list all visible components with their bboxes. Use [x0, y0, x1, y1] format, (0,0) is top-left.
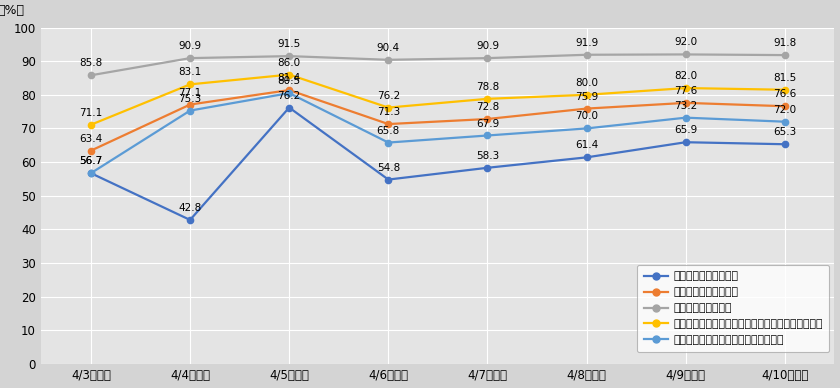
Text: 65.8: 65.8 — [376, 126, 400, 136]
Text: 76.6: 76.6 — [774, 89, 796, 99]
《１日を総合的にみて》の人との接触 — [86, 171, 96, 175]
Text: 91.9: 91.9 — [575, 38, 598, 48]
【夜の街での会食】 — [86, 73, 96, 78]
Line: 【外出】の人との接触: 【外出】の人との接触 — [88, 87, 788, 154]
Line: 【仕事】の人との接触: 【仕事】の人との接触 — [88, 104, 788, 223]
【夜の街での会食】 — [185, 56, 195, 61]
【仕事】の人との接触 — [86, 171, 96, 175]
Text: 56.7: 56.7 — [79, 156, 102, 166]
Text: 65.3: 65.3 — [774, 127, 796, 137]
Text: 77.6: 77.6 — [675, 86, 697, 96]
【仕事】の人との接触 — [482, 165, 492, 170]
Text: 42.8: 42.8 — [178, 203, 202, 213]
Text: 70.0: 70.0 — [575, 111, 598, 121]
Line: 【夜の街での会食】: 【夜の街での会食】 — [88, 51, 788, 78]
【密閉・密集・密接空間での活動】での人との接触 — [680, 86, 690, 90]
Text: 76.2: 76.2 — [277, 91, 301, 100]
【夜の街での会食】 — [780, 53, 790, 57]
【密閉・密集・密接空間での活動】での人との接触 — [482, 97, 492, 101]
Text: 77.1: 77.1 — [178, 88, 202, 98]
Text: 90.9: 90.9 — [179, 41, 202, 51]
【外出】の人との接触 — [482, 117, 492, 121]
【夜の街での会食】 — [680, 52, 690, 57]
Line: 【密閉・密集・密接空間での活動】での人との接触: 【密閉・密集・密接空間での活動】での人との接触 — [88, 71, 788, 128]
Text: 72.8: 72.8 — [475, 102, 499, 112]
【仕事】の人との接触 — [780, 142, 790, 147]
《１日を総合的にみて》の人との接触 — [383, 140, 393, 145]
【外出】の人との接触 — [185, 102, 195, 107]
Text: 85.8: 85.8 — [79, 58, 102, 68]
Text: 65.9: 65.9 — [675, 125, 697, 135]
【外出】の人との接触 — [86, 148, 96, 153]
【仕事】の人との接触 — [284, 105, 294, 110]
【外出】の人との接触 — [581, 106, 591, 111]
Text: 81.5: 81.5 — [774, 73, 796, 83]
Text: 78.8: 78.8 — [475, 82, 499, 92]
Text: 90.9: 90.9 — [476, 41, 499, 51]
Text: 71.3: 71.3 — [376, 107, 400, 117]
【密閉・密集・密接空間での活動】での人との接触 — [86, 122, 96, 127]
【外出】の人との接触 — [780, 104, 790, 109]
《１日を総合的にみて》の人との接触 — [185, 108, 195, 113]
【夜の街での会食】 — [383, 57, 393, 62]
Text: 80.0: 80.0 — [575, 78, 598, 88]
Text: 54.8: 54.8 — [376, 163, 400, 173]
【密閉・密集・密接空間での活動】での人との接触 — [780, 87, 790, 92]
【密閉・密集・密接空間での活動】での人との接触 — [185, 82, 195, 87]
Text: 91.8: 91.8 — [774, 38, 796, 48]
【密閉・密集・密接空間での活動】での人との接触 — [383, 105, 393, 110]
Text: 61.4: 61.4 — [575, 140, 598, 151]
Text: 72.0: 72.0 — [774, 105, 796, 115]
Text: 75.9: 75.9 — [575, 92, 598, 102]
Text: 71.1: 71.1 — [79, 108, 102, 118]
【夜の街での会食】 — [482, 56, 492, 61]
Text: 90.4: 90.4 — [377, 43, 400, 53]
【密閉・密集・密接空間での活動】での人との接触 — [284, 72, 294, 77]
Text: 76.2: 76.2 — [376, 91, 400, 100]
Text: （%）: （%） — [0, 4, 24, 17]
Text: 92.0: 92.0 — [675, 38, 697, 47]
【仕事】の人との接触 — [383, 177, 393, 182]
Text: 83.1: 83.1 — [178, 68, 202, 78]
【外出】の人との接触 — [284, 88, 294, 92]
《１日を総合的にみて》の人との接触 — [780, 120, 790, 124]
Text: 67.9: 67.9 — [475, 119, 499, 128]
【密閉・密集・密接空間での活動】での人との接触 — [581, 92, 591, 97]
《１日を総合的にみて》の人との接触 — [482, 133, 492, 138]
【外出】の人との接触 — [680, 100, 690, 105]
【仕事】の人との接触 — [581, 155, 591, 160]
【夜の街での会食】 — [284, 54, 294, 59]
Text: 80.5: 80.5 — [278, 76, 301, 86]
Text: 58.3: 58.3 — [475, 151, 499, 161]
Text: 56.7: 56.7 — [79, 156, 102, 166]
《１日を総合的にみて》の人との接触 — [581, 126, 591, 131]
Text: 73.2: 73.2 — [675, 101, 697, 111]
Legend: 【仕事】の人との接触, 【外出】の人との接触, 【夜の街での会食】, 【密閉・密集・密接空間での活動】での人との接触, 《１日を総合的にみて》の人との接触: 【仕事】の人との接触, 【外出】の人との接触, 【夜の街での会食】, 【密閉・密… — [638, 265, 829, 352]
Text: 91.5: 91.5 — [277, 39, 301, 49]
【外出】の人との接触 — [383, 122, 393, 126]
【夜の街での会食】 — [581, 52, 591, 57]
Text: 75.3: 75.3 — [178, 94, 202, 104]
Text: 86.0: 86.0 — [278, 58, 301, 68]
Text: 63.4: 63.4 — [79, 134, 102, 144]
【仕事】の人との接触 — [680, 140, 690, 145]
Line: 《１日を総合的にみて》の人との接触: 《１日を総合的にみて》の人との接触 — [88, 90, 788, 176]
Text: 82.0: 82.0 — [675, 71, 697, 81]
《１日を総合的にみて》の人との接触 — [680, 115, 690, 120]
《１日を総合的にみて》の人との接触 — [284, 91, 294, 95]
Text: 81.4: 81.4 — [277, 73, 301, 83]
【仕事】の人との接触 — [185, 218, 195, 222]
